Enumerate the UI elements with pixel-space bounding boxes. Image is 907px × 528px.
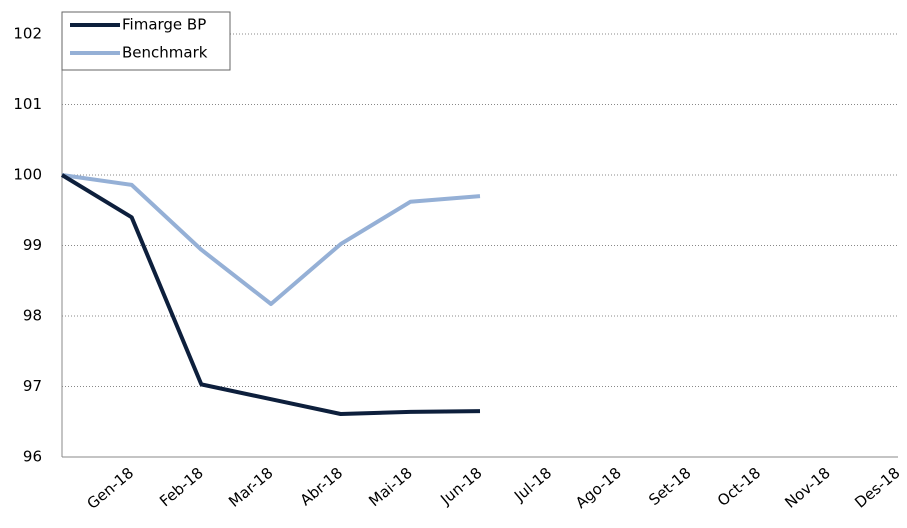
y-tick-label: 101 [13,95,42,113]
series-line [61,173,481,307]
x-tick-label: Jun-18 [436,464,485,509]
x-tick-label: Nov-18 [781,464,833,512]
legend-label: Benchmark [122,44,208,62]
legend-box [61,11,231,71]
x-tick-label: Mar-18 [225,464,276,511]
y-tick-label: 98 [23,307,42,325]
y-tick-label: 100 [13,166,42,184]
y-tick-label: 102 [13,25,42,43]
y-tick-label: 97 [23,377,42,395]
x-tick-label: Jul-18 [510,464,555,506]
x-tick-label: Gen-18 [84,464,138,513]
x-tick-label: Feb-18 [156,464,207,511]
x-tick-label: Ago-18 [572,464,625,512]
x-tick-label: Mai-18 [365,464,415,510]
series-line [60,173,481,416]
x-tick-label: Set-18 [645,464,694,509]
x-tick-label: Des-18 [851,464,903,512]
x-tick-label: Abr-18 [297,464,346,510]
legend-label: Fimarge BP [122,16,206,34]
y-tick-label: 99 [23,236,42,254]
x-tick-label: Oct-18 [714,464,764,510]
y-tick-label: 96 [23,448,42,466]
